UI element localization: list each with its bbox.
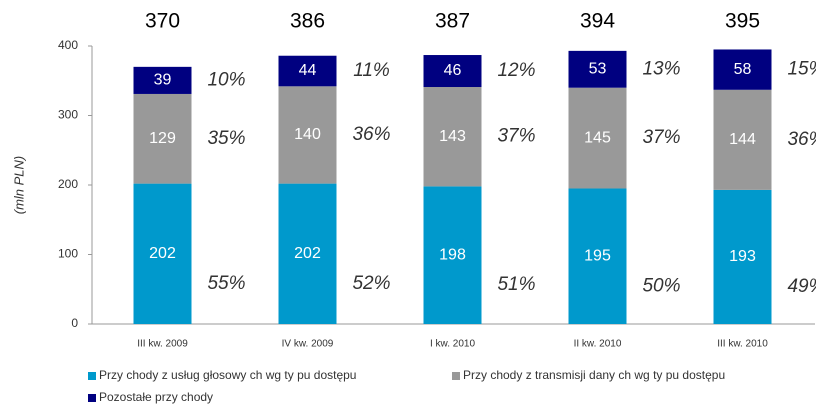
share-label: 10% [207,69,245,90]
x-tick-label: IV kw. 2009 [282,339,334,350]
bar-segment [568,188,627,324]
bar-segment [713,49,772,90]
x-tick-label: I kw. 2010 [430,339,475,350]
share-label: 37% [642,127,680,148]
bar-segment [568,50,627,88]
value-label: 202 [149,245,176,262]
share-label: 13% [642,58,680,79]
share-label: 37% [497,126,535,147]
legend-label: Pozostałe przy chody [99,390,213,404]
value-label: 58 [734,61,752,78]
value-label: 145 [584,129,611,146]
total-label: 386 [290,10,325,33]
legend-swatch [452,372,460,380]
y-tick-label: 100 [58,247,78,261]
share-label: 12% [497,60,535,81]
value-label: 140 [294,126,321,143]
bar-segment [423,55,482,88]
share-label: 49% [787,276,816,297]
share-label: 11% [353,60,390,81]
bar-segment [568,87,627,189]
total-label: 394 [580,10,615,33]
legend-swatch [88,372,96,380]
y-tick-label: 300 [58,108,78,122]
value-label: 193 [729,248,756,265]
share-label: 50% [642,275,680,296]
x-tick-label: II kw. 2010 [574,339,622,350]
value-label: 195 [584,247,611,264]
bar-segment [133,66,192,94]
value-label: 44 [299,62,317,79]
bar-segment [713,189,772,324]
share-label: 36% [352,124,390,145]
legend-label: Przy chody z transmisji dany ch wg ty pu… [463,368,725,382]
total-label: 395 [725,10,760,33]
bar-segment [278,183,337,324]
share-label: 55% [207,273,245,294]
bar-segment [423,186,482,324]
x-tick-label: III kw. 2010 [717,339,768,350]
value-label: 46 [444,62,462,79]
y-axis-label: (mln PLN) [11,156,26,215]
bar-segment [278,86,337,184]
y-tick-label: 400 [58,38,78,52]
share-label: 51% [497,274,535,295]
value-label: 198 [439,246,466,263]
total-label: 370 [145,10,180,33]
value-label: 129 [149,130,176,147]
value-label: 39 [154,72,172,89]
value-label: 53 [589,61,607,78]
bar-segment [278,55,337,87]
value-label: 144 [729,131,756,148]
share-label: 35% [207,128,245,149]
bar-segment [713,89,772,190]
share-label: 15% [787,59,816,80]
bar-segment [133,183,192,324]
y-tick-label: 200 [58,177,78,191]
bar-segment [423,87,482,187]
x-tick-label: III kw. 2009 [137,339,188,350]
legend-label: Przy chody z usług głosowy ch wg ty pu d… [99,368,356,382]
total-label: 387 [435,10,470,33]
value-label: 202 [294,245,321,262]
value-label: 143 [439,128,466,145]
share-label: 36% [787,129,816,150]
y-tick-label: 0 [71,316,78,330]
share-label: 52% [352,273,390,294]
legend-swatch [88,394,96,402]
bar-segment [133,93,192,184]
